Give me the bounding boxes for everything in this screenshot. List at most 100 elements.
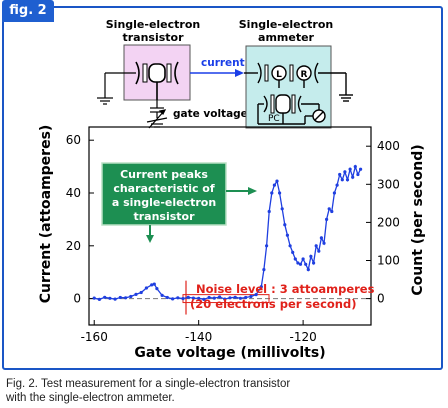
data-point: [103, 295, 107, 299]
transistor-symbol-icon: [135, 61, 179, 100]
data-point: [275, 179, 279, 183]
data-point: [306, 268, 310, 272]
current-arrow-icon: [235, 69, 244, 77]
caption-line2: with the single-electron ammeter.: [6, 392, 175, 404]
y2-tick-label: 300: [377, 177, 400, 191]
x-tick-label: -160: [81, 330, 108, 344]
data-point: [176, 296, 180, 300]
data-point: [118, 295, 122, 300]
data-point: [327, 207, 331, 211]
callout-line3: a single-electron: [112, 196, 216, 209]
ammeter-r-label: R: [301, 70, 308, 80]
y2-tick-label: 100: [377, 253, 400, 267]
data-point: [296, 261, 300, 265]
data-point: [301, 257, 305, 261]
data-point: [139, 290, 143, 295]
y-axis-title: Current (attoamperes): [38, 125, 54, 304]
data-point: [335, 183, 339, 187]
data-point: [233, 295, 237, 299]
data-point: [348, 167, 352, 171]
data-point: [351, 175, 355, 179]
data-point: [265, 244, 269, 248]
callout-arrow-right-icon: [248, 187, 257, 195]
figure-caption: Fig. 2. Test measurement for a single-el…: [6, 377, 436, 405]
data-point: [270, 191, 274, 195]
data-point: [254, 293, 258, 297]
noise-level-line1: Noise level : 3 attoamperes: [196, 282, 375, 296]
callout-box: [101, 162, 227, 226]
data-point: [207, 295, 211, 300]
transistor-title-line1: Single-electron: [106, 18, 200, 31]
data-point: [262, 268, 266, 272]
x-axis-title: Gate voltage (millivolts): [134, 345, 325, 361]
data-point: [92, 296, 96, 300]
x-tick-label: -140: [185, 330, 212, 344]
data-point: [223, 297, 227, 301]
data-point: [288, 244, 292, 248]
ammeter-title-line1: Single-electron: [239, 18, 333, 31]
data-point: [150, 283, 154, 287]
gate-voltage-source-icon: [146, 100, 168, 129]
y2-tick-label: 400: [377, 139, 400, 153]
y-tick-label: 60: [66, 133, 81, 147]
data-point: [129, 294, 133, 299]
data-point: [285, 233, 289, 237]
data-point: [134, 292, 138, 296]
data-point: [186, 295, 190, 299]
ammeter-l-label: L: [276, 70, 282, 80]
data-point: [359, 167, 363, 171]
data-point: [314, 244, 318, 248]
data-point: [272, 183, 276, 187]
data-point: [293, 257, 297, 261]
data-point: [165, 295, 169, 300]
data-point: [155, 287, 159, 291]
data-point: [197, 296, 201, 300]
gate-voltage-label: gate voltage: [173, 108, 248, 120]
y-tick-label: 0: [73, 292, 81, 306]
data-point: [304, 262, 308, 266]
data-point: [353, 165, 357, 169]
data-point: [278, 191, 282, 195]
data-point: [319, 236, 323, 240]
data-point: [244, 295, 248, 300]
data-point: [267, 209, 271, 214]
data-point: [309, 254, 313, 258]
y2-axis-title: Count (per second): [410, 144, 426, 295]
data-point: [249, 294, 253, 299]
data-point: [312, 261, 316, 265]
data-point: [238, 296, 242, 300]
data-point: [160, 293, 164, 297]
current-label: current: [201, 57, 245, 69]
data-point: [325, 217, 329, 221]
data-point: [332, 191, 336, 195]
y2-tick-label: 0: [377, 292, 385, 306]
data-point: [218, 295, 222, 299]
data-point: [181, 297, 185, 301]
data-point: [124, 296, 128, 300]
data-point: [191, 296, 195, 300]
callout-line1: Current peaks: [120, 168, 208, 181]
callout-line4: transistor: [133, 210, 195, 223]
callout-line2: characteristic of: [113, 182, 215, 195]
y-tick-label: 40: [66, 186, 81, 200]
figure-label: fig. 2: [2, 0, 54, 22]
chart: Single-electron transistor gate voltage …: [38, 18, 426, 361]
data-point: [338, 172, 342, 177]
data-point: [283, 223, 287, 227]
data-point: [212, 296, 216, 300]
data-point: [343, 170, 347, 174]
y-tick-label: 20: [66, 239, 81, 253]
transistor-ground-icon: [97, 72, 136, 105]
data-point: [322, 241, 326, 245]
y2-tick-label: 200: [377, 215, 400, 229]
data-point: [340, 178, 344, 182]
data-point: [291, 250, 295, 254]
data-point: [171, 297, 175, 301]
caption-line1: Fig. 2. Test measurement for a single-el…: [6, 378, 291, 390]
data-point: [317, 249, 321, 253]
noise-level-line2: (20 electrons per second): [190, 297, 356, 311]
data-point: [228, 296, 232, 300]
data-point: [356, 172, 360, 177]
transistor-title-line2: transistor: [122, 31, 184, 44]
data-point: [97, 297, 101, 301]
